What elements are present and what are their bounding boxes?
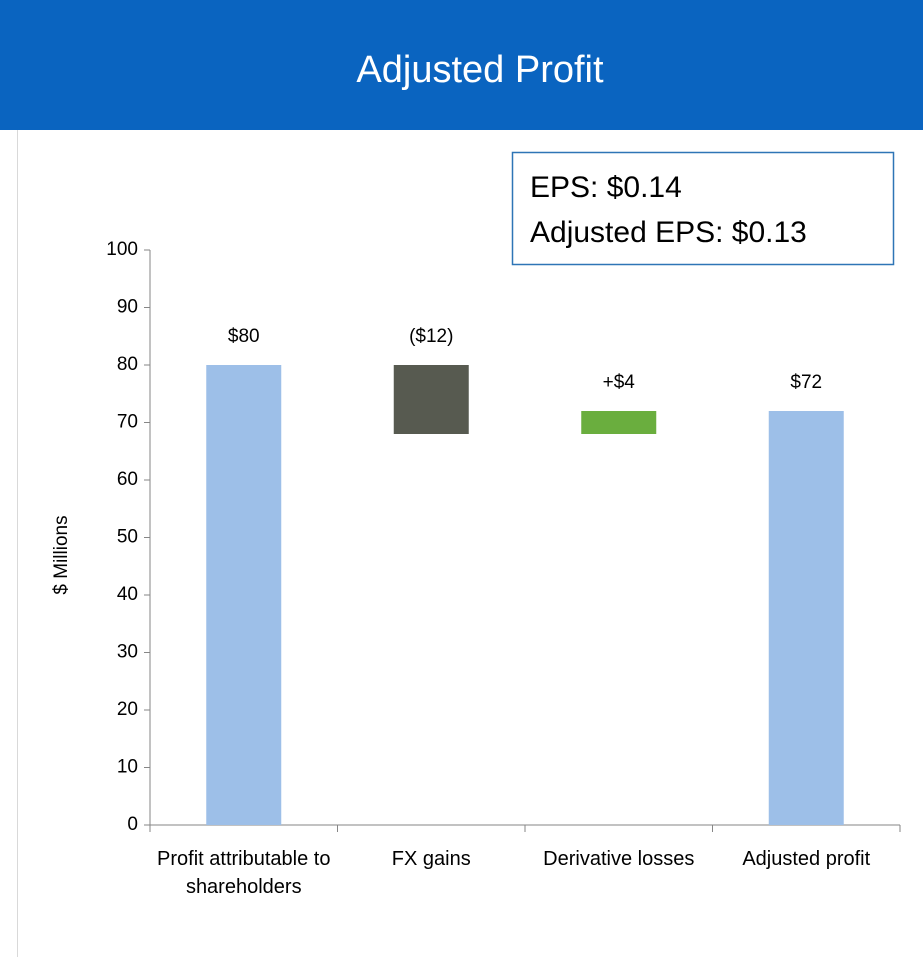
y-tick-label: 70 [117, 412, 138, 433]
header-band [0, 0, 923, 130]
x-tick-label: Profit attributable to shareholders [157, 848, 331, 898]
y-tick-label: 90 [117, 297, 138, 318]
x-tick-label: Derivative losses [543, 848, 695, 870]
bar [581, 411, 657, 434]
y-tick-label: 50 [117, 527, 138, 548]
panel-border [17, 0, 923, 957]
y-tick-label: 60 [117, 469, 138, 490]
y-tick-label: 0 [127, 814, 138, 835]
y-tick-label: 100 [106, 239, 138, 260]
bar [768, 411, 844, 825]
eps-box [511, 151, 895, 266]
y-axis-label: $ Millions [51, 515, 72, 594]
chart-title: Adjusted Profit [356, 49, 604, 91]
y-tick-label: 30 [117, 642, 138, 663]
eps-text: EPS: $0.14 [530, 171, 682, 204]
y-tick-label: 20 [117, 699, 138, 720]
value-label: $72 [790, 372, 822, 393]
x-tick-label: Adjusted profit [742, 848, 871, 870]
value-label: +$4 [603, 372, 636, 393]
eps-text: Adjusted EPS: $0.13 [530, 216, 807, 249]
y-tick-label: 80 [117, 354, 138, 375]
value-label: ($12) [409, 326, 453, 347]
x-tick-label: FX gains [391, 848, 471, 870]
y-tick-label: 40 [117, 584, 138, 605]
bar [206, 365, 282, 825]
bar [393, 365, 469, 434]
value-label: $80 [228, 326, 260, 347]
y-tick-label: 10 [117, 757, 138, 778]
